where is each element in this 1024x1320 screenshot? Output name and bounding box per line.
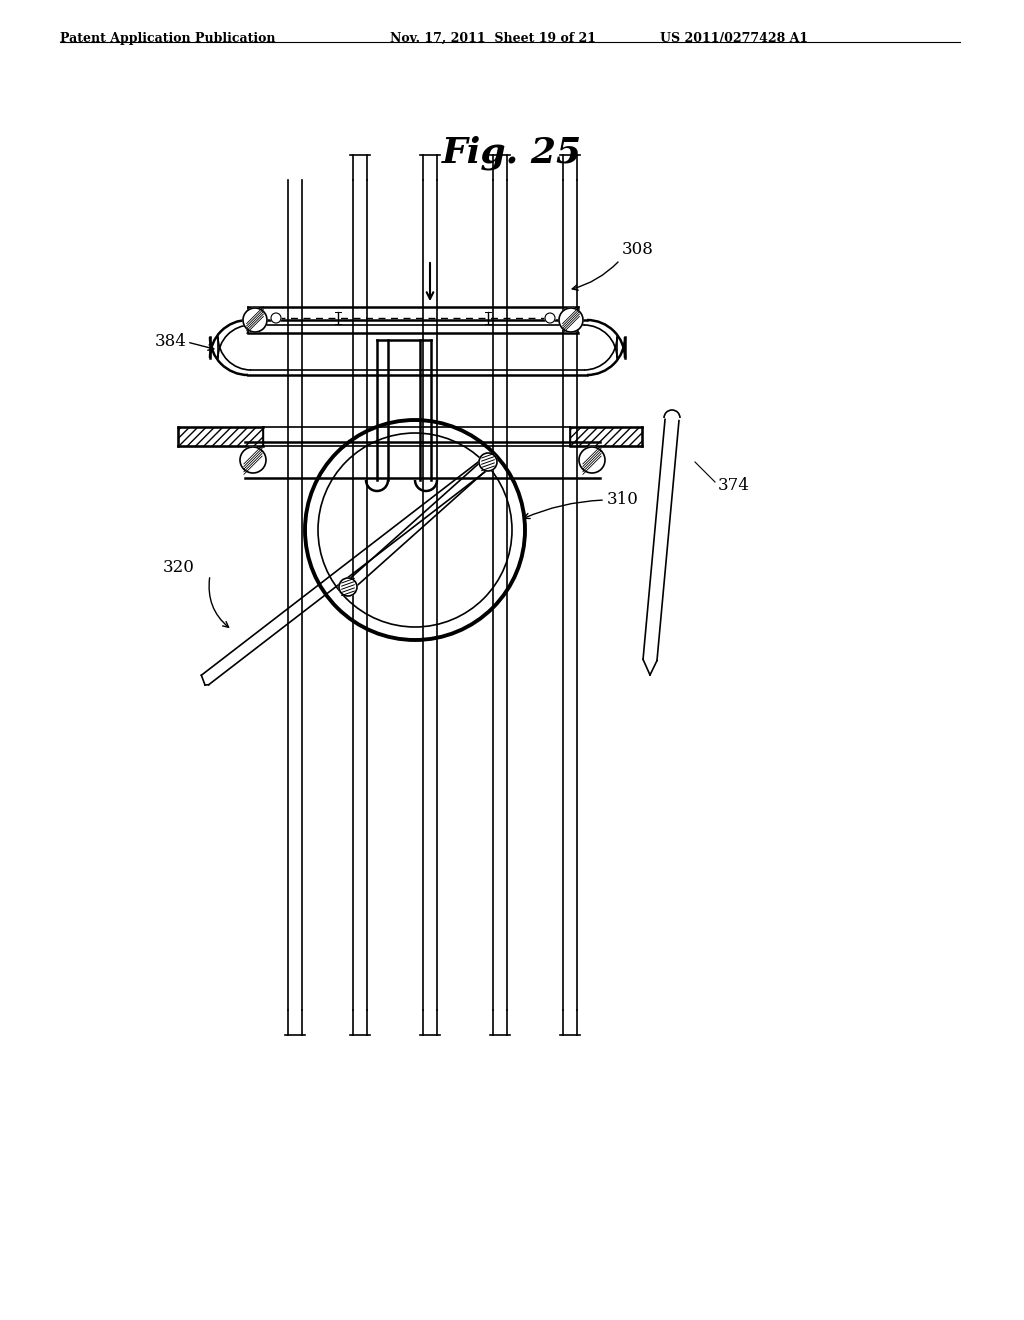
Text: 320: 320: [163, 560, 195, 577]
Text: Nov. 17, 2011  Sheet 19 of 21: Nov. 17, 2011 Sheet 19 of 21: [390, 32, 596, 45]
Text: 384: 384: [155, 334, 187, 351]
Circle shape: [339, 578, 357, 597]
Text: 310: 310: [607, 491, 639, 508]
Bar: [178, 426, 263, 446]
Circle shape: [240, 447, 266, 473]
Bar: [570, 426, 642, 446]
Text: Patent Application Publication: Patent Application Publication: [60, 32, 275, 45]
Text: 308: 308: [622, 242, 654, 257]
Circle shape: [243, 308, 267, 333]
Circle shape: [559, 308, 583, 333]
Text: 374: 374: [718, 477, 750, 494]
Circle shape: [545, 313, 555, 323]
Text: US 2011/0277428 A1: US 2011/0277428 A1: [660, 32, 808, 45]
Circle shape: [271, 313, 281, 323]
Text: Fig. 25: Fig. 25: [442, 135, 582, 169]
Circle shape: [479, 453, 497, 471]
Circle shape: [579, 447, 605, 473]
